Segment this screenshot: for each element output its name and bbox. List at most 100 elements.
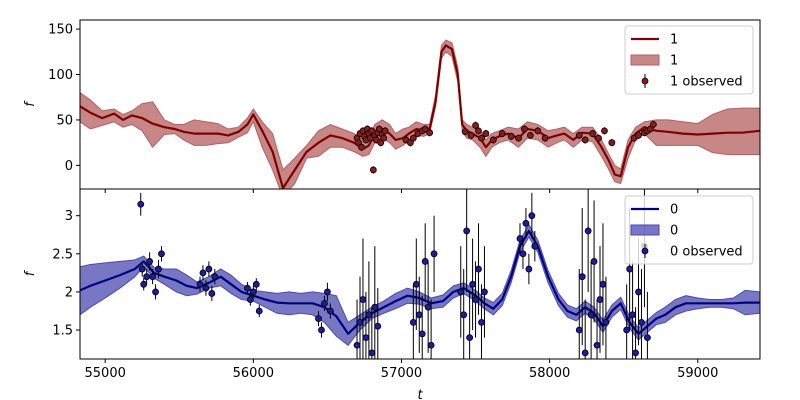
legend-label: 1 — [670, 54, 678, 69]
observed-point — [421, 125, 429, 133]
legend-label: 0 observed — [670, 245, 743, 260]
observed-point — [369, 166, 377, 174]
legend: 1 1 1 observed — [624, 25, 754, 95]
observed-point — [575, 131, 583, 139]
observed-point — [255, 307, 263, 315]
observed-point — [412, 280, 420, 288]
y-tick-label: 2.5 — [52, 247, 73, 262]
observed-point — [463, 227, 471, 235]
observed-point — [590, 258, 598, 265]
observed-point — [252, 280, 260, 288]
observed-point — [356, 319, 364, 326]
observed-point — [205, 265, 213, 273]
observed-point — [467, 131, 475, 139]
observed-point — [581, 349, 589, 357]
legend-box — [624, 195, 754, 265]
observed-point — [155, 265, 162, 273]
bottom-panel: 1.5 2 2.5 3 55000 56000 57000 58000 59000 f t 0 0 0 o… — [23, 188, 761, 400]
observed-point — [249, 288, 257, 296]
observed-point — [587, 311, 595, 319]
observed-point — [143, 273, 151, 281]
x-tick-label: 58000 — [529, 366, 570, 381]
observed-point — [589, 130, 596, 137]
observed-point — [596, 296, 604, 303]
legend-point-swatch — [641, 247, 649, 255]
top-panel: 0 50 100 150 f 1 1 1 observed — [23, 19, 761, 193]
observed-point — [421, 258, 429, 265]
observed-point — [472, 121, 479, 129]
observed-point — [353, 341, 361, 349]
observed-point — [489, 136, 497, 144]
legend-point-swatch — [641, 77, 649, 85]
observed-point — [318, 326, 325, 334]
observed-point — [137, 200, 145, 208]
y-tick-label: 2 — [65, 285, 73, 300]
observed-point — [371, 303, 379, 311]
observed-point — [578, 273, 586, 281]
legend-band-swatch — [630, 224, 660, 236]
observed-point — [426, 129, 434, 137]
plot-area — [80, 39, 760, 189]
observed-point — [521, 125, 528, 133]
observed-point — [199, 269, 207, 277]
observed-point — [374, 322, 382, 330]
observed-point — [365, 311, 373, 319]
observed-point — [460, 311, 468, 319]
observed-point — [158, 250, 165, 258]
observed-point — [149, 273, 156, 281]
observed-point — [326, 307, 334, 315]
observed-point — [601, 127, 608, 135]
observed-point — [409, 134, 417, 142]
observed-point — [424, 303, 432, 311]
observed-point — [380, 134, 388, 142]
legend-label: 0 — [670, 224, 678, 239]
observed-point — [644, 334, 651, 342]
series-line-1 — [80, 44, 760, 189]
observed-point — [531, 242, 539, 250]
x-axis-label: t — [417, 388, 423, 400]
observed-point — [635, 131, 642, 139]
observed-point — [358, 143, 365, 151]
observed-point — [375, 125, 383, 133]
observed-point — [208, 290, 216, 297]
y-tick-label: 3 — [65, 209, 73, 224]
observed-point — [418, 330, 426, 338]
observed-point — [541, 134, 549, 142]
observed-point — [202, 284, 210, 292]
observed-point — [368, 349, 376, 357]
observed-point — [461, 128, 469, 136]
observed-point — [602, 319, 610, 326]
observed-point — [409, 319, 417, 326]
observed-point — [629, 311, 636, 319]
observed-point — [516, 235, 524, 242]
observed-point — [525, 265, 533, 273]
observed-point — [196, 280, 204, 288]
observed-point — [472, 296, 479, 303]
legend-label: 1 observed — [670, 75, 743, 90]
observed-point — [528, 212, 536, 220]
legend-label: 0 — [670, 203, 678, 218]
legend-band-swatch — [630, 54, 660, 66]
uncertainty-band-1 — [80, 39, 760, 189]
y-tick-label: 100 — [48, 68, 73, 83]
observed-point — [140, 280, 148, 288]
observed-point — [638, 319, 645, 326]
x-tick-label: 59000 — [677, 366, 718, 381]
y-tick-label: 150 — [48, 23, 73, 38]
observed-point — [581, 136, 589, 144]
y-axis-label: f — [23, 269, 38, 276]
observed-point — [430, 250, 438, 258]
observed-point — [522, 219, 530, 227]
observed-point — [595, 134, 602, 142]
observed-point — [635, 288, 642, 296]
observed-point — [482, 130, 490, 137]
observed-point — [146, 258, 154, 265]
observed-point — [649, 121, 657, 128]
observed-point — [315, 315, 322, 322]
x-tick-label: 55000 — [85, 366, 126, 381]
y-tick-label: 0 — [65, 159, 73, 174]
observed-point — [632, 349, 639, 357]
legend: 0 0 0 observed — [624, 195, 754, 265]
x-tick-label: 56000 — [233, 366, 274, 381]
